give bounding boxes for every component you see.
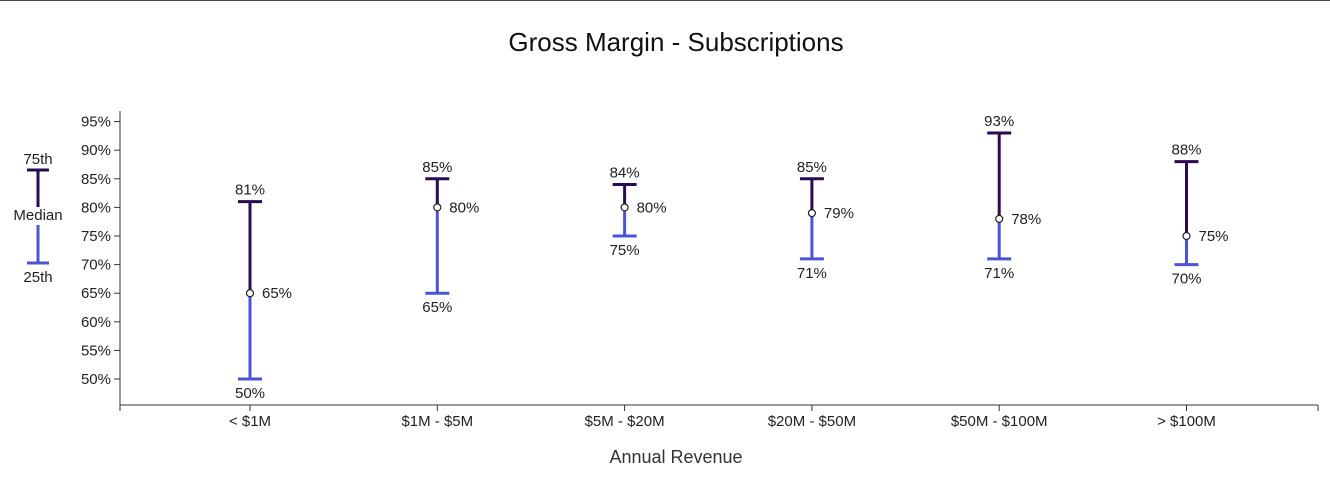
median-point: [1182, 231, 1191, 241]
x-tick-label: $1M - $5M: [401, 413, 473, 430]
label-median: 80%: [449, 199, 479, 216]
label-25th: 75%: [610, 242, 640, 259]
y-tick-label: 60%: [81, 314, 111, 331]
legend-label-median: Median: [13, 207, 62, 224]
label-75th: 93%: [984, 113, 1014, 130]
x-tick-label: > $100M: [1157, 413, 1216, 430]
label-median: 75%: [1199, 228, 1229, 245]
label-25th: 70%: [1171, 271, 1201, 288]
y-tick-label: 70%: [81, 257, 111, 274]
x-tick-label: $50M - $100M: [951, 413, 1048, 430]
label-25th: 65%: [422, 299, 452, 316]
x-tick-label: $20M - $50M: [768, 413, 856, 430]
x-axis-label: Annual Revenue: [609, 447, 742, 467]
label-25th: 50%: [235, 385, 265, 402]
range-3: 84% 80% 75%: [610, 165, 667, 259]
y-tick-label: 80%: [81, 199, 111, 216]
y-tick-label: 85%: [81, 171, 111, 188]
y-tick-label: 65%: [81, 285, 111, 302]
label-75th: 84%: [610, 165, 640, 182]
y-tick-label: 75%: [81, 228, 111, 245]
label-25th: 71%: [797, 265, 827, 282]
label-75th: 85%: [797, 159, 827, 176]
label-75th: 85%: [422, 159, 452, 176]
chart-marks: 81% 65% 50% 85% 80% 65% 84% 80% 75% 85% 79% 71% 93% 7…: [235, 113, 1229, 402]
x-tick-label: < $1M: [229, 413, 271, 430]
range-6: 88% 75% 70%: [1171, 142, 1228, 288]
x-tick-label: $5M - $20M: [585, 413, 665, 430]
label-median: 65%: [262, 285, 292, 302]
median-point: [245, 289, 255, 298]
range-4: 85% 79% 71%: [797, 159, 854, 282]
range-2: 85% 80% 65%: [422, 159, 479, 316]
label-median: 78%: [1011, 211, 1041, 228]
median-point: [807, 209, 817, 218]
y-tick-label: 55%: [81, 342, 111, 359]
axes: 50% 55% 60% 65% 70% 75% 80% 85% 90% 95% < $1M $1M -…: [81, 111, 1319, 430]
legend-label-75th: 75th: [23, 151, 52, 168]
label-median: 80%: [637, 199, 667, 216]
median-point: [433, 203, 442, 212]
y-tick-label: 90%: [81, 142, 111, 159]
label-median: 79%: [824, 205, 854, 222]
label-25th: 71%: [984, 265, 1014, 282]
median-point: [620, 203, 629, 212]
legend: 75th Median 25th: [13, 151, 62, 286]
y-tick-label: 95%: [81, 114, 111, 131]
chart-title: Gross Margin - Subscriptions: [508, 27, 843, 57]
y-tick-label: 50%: [81, 371, 111, 388]
legend-label-25th: 25th: [23, 269, 52, 286]
label-75th: 81%: [235, 182, 265, 199]
range-5: 93% 78% 71%: [984, 113, 1041, 282]
median-point: [995, 214, 1004, 223]
range-1: 81% 65% 50%: [235, 182, 292, 402]
label-75th: 88%: [1171, 142, 1201, 159]
